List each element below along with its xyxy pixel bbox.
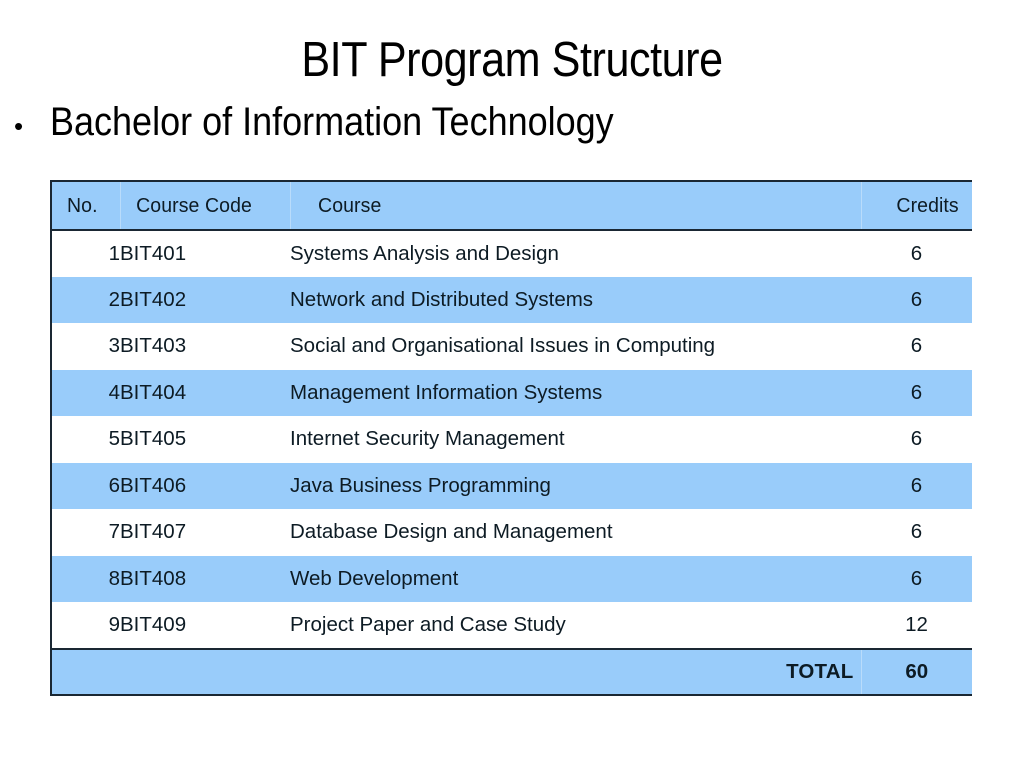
table-body: 1 BIT401 Systems Analysis and Design 6 2… — [52, 230, 972, 694]
cell-code: BIT401 — [120, 241, 187, 265]
subtitle-text: Bachelor of Information Technology — [50, 100, 614, 144]
total-label: TOTAL — [786, 659, 854, 683]
total-value: 60 — [860, 648, 972, 694]
cell-credits: 12 — [905, 612, 928, 636]
course-table: No. Course Code Course Credits 1 BIT401 … — [52, 182, 972, 694]
table-row: 2 BIT402 Network and Distributed Systems… — [52, 276, 972, 323]
cell-credits: 6 — [910, 427, 923, 451]
cell-course: Management Information Systems — [290, 380, 603, 404]
cell-credits: 6 — [910, 334, 923, 358]
cell-code: BIT405 — [120, 427, 187, 451]
cell-no: 1 — [108, 241, 120, 265]
cell-course: Social and Organisational Issues in Comp… — [290, 334, 716, 358]
cell-code: BIT407 — [120, 520, 187, 544]
table-row: 7 BIT407 Database Design and Management … — [52, 509, 972, 556]
cell-no: 6 — [108, 473, 120, 497]
column-header-no: No. — [67, 193, 98, 217]
course-table-container: No. Course Code Course Credits 1 BIT401 … — [50, 180, 972, 696]
subtitle-bullet-line: • Bachelor of Information Technology — [14, 99, 676, 148]
table-row: 8 BIT408 Web Development 6 — [52, 555, 972, 602]
cell-no: 5 — [108, 427, 120, 451]
cell-no: 3 — [108, 334, 120, 358]
table-row: 4 BIT404 Management Information Systems … — [52, 369, 972, 416]
cell-no: 9 — [108, 612, 120, 636]
table-header: No. Course Code Course Credits — [52, 182, 972, 230]
cell-course: Systems Analysis and Design — [290, 241, 559, 265]
table-row: 3 BIT403 Social and Organisational Issue… — [52, 323, 972, 370]
column-header-credits: Credits — [863, 182, 970, 230]
cell-no: 7 — [108, 520, 120, 544]
cell-credits: 6 — [910, 241, 923, 265]
cell-course: Network and Distributed Systems — [290, 287, 594, 311]
table-row: 5 BIT405 Internet Security Management 6 — [52, 416, 972, 463]
table-header-row: No. Course Code Course Credits — [52, 182, 972, 230]
cell-code: BIT409 — [120, 612, 187, 636]
table-row: 9 BIT409 Project Paper and Case Study 12 — [52, 602, 972, 649]
cell-credits: 6 — [910, 520, 923, 544]
cell-no: 2 — [108, 287, 120, 311]
cell-code: BIT404 — [120, 380, 187, 404]
total-spacer — [52, 649, 290, 694]
cell-no: 8 — [108, 566, 120, 590]
table-row: 6 BIT406 Java Business Programming 6 — [52, 462, 972, 509]
cell-code: BIT408 — [120, 566, 187, 590]
cell-course: Web Development — [290, 566, 459, 590]
cell-code: BIT403 — [120, 334, 187, 358]
cell-credits: 6 — [910, 287, 923, 311]
cell-course: Project Paper and Case Study — [290, 612, 566, 636]
cell-credits: 6 — [910, 473, 923, 497]
page-title: BIT Program Structure — [301, 33, 723, 87]
cell-no: 4 — [108, 380, 120, 404]
cell-course: Internet Security Management — [290, 427, 565, 451]
table-row: 1 BIT401 Systems Analysis and Design 6 — [52, 230, 972, 277]
cell-credits: 6 — [910, 566, 923, 590]
cell-credits: 6 — [910, 380, 923, 404]
cell-course: Database Design and Management — [290, 520, 613, 544]
table-total-row: TOTAL 60 — [52, 648, 972, 694]
column-header-course-code: Course Code — [123, 182, 286, 230]
cell-course: Java Business Programming — [290, 473, 551, 497]
bullet-icon: • — [14, 111, 24, 141]
cell-code: BIT406 — [120, 473, 187, 497]
column-header-course: Course — [303, 182, 847, 230]
cell-code: BIT402 — [120, 287, 187, 311]
